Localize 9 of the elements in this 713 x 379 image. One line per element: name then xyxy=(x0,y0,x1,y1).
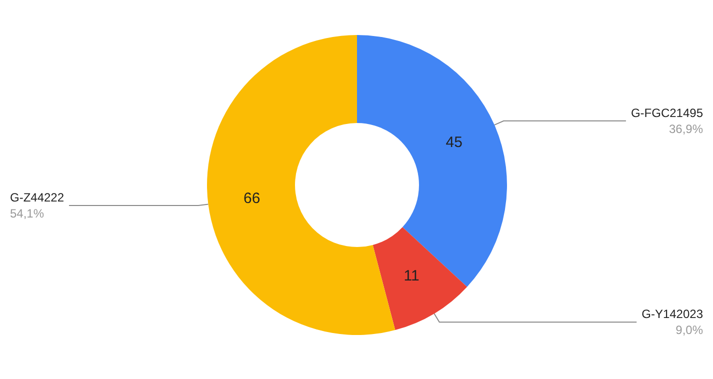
slice-label: G-FGC21495 xyxy=(630,106,704,120)
data-label: 45 xyxy=(446,134,462,152)
data-label: 66 xyxy=(244,190,260,208)
text: 54,1% xyxy=(10,206,44,221)
text: 9,0% xyxy=(676,323,704,338)
slice-label: G-Z44222 xyxy=(10,190,64,205)
text: 36,9% xyxy=(668,122,704,136)
data-label: 11 xyxy=(404,267,420,284)
slice-label: G-Y142023 xyxy=(642,307,704,322)
